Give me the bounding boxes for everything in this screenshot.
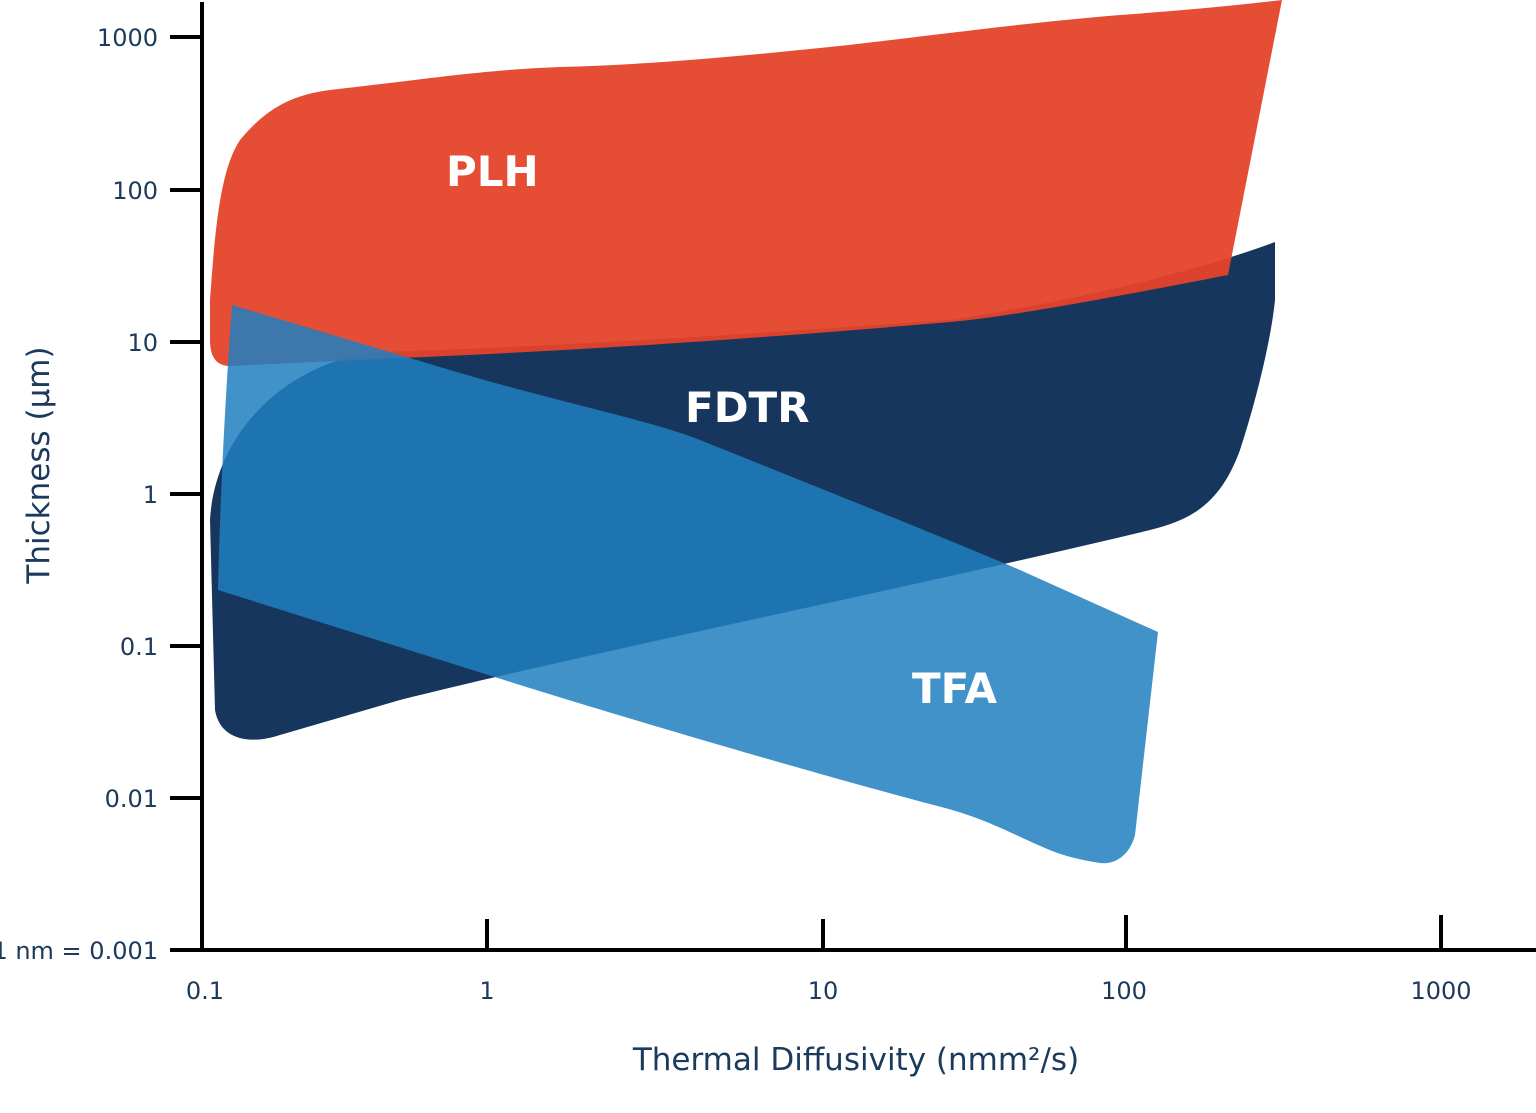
y-tick-1: 1 (143, 481, 158, 509)
y-tick-0-01: 0.01 (105, 785, 158, 813)
y-tick-1000: 1000 (97, 24, 158, 52)
x-tick-1: 1 (479, 977, 494, 1005)
x-axis-title: Thermal Diffusivity (nmm²/s) (632, 1042, 1079, 1078)
y-tick-100: 100 (112, 177, 158, 205)
y-ticks (170, 35, 202, 800)
x-tick-1000: 1000 (1410, 977, 1471, 1005)
x-tick-100: 100 (1101, 977, 1147, 1005)
x-tick-labels: 0.1 1 10 100 1000 (186, 977, 1472, 1005)
y-tick-labels: 1000 100 10 1 0.1 0.01 1 nm = 0.001 (0, 24, 158, 965)
y-tick-10: 10 (127, 329, 158, 357)
plh-region (210, 0, 1282, 366)
x-tick-10: 10 (808, 977, 839, 1005)
tfa-label: TFA (912, 664, 998, 713)
fdtr-label: FDTR (685, 383, 810, 432)
y-tick-0-001: 1 nm = 0.001 (0, 937, 158, 965)
x-ticks (485, 915, 1443, 950)
tfa-region (218, 305, 1158, 864)
y-axis-title: Thickness (µm) (21, 346, 57, 584)
y-tick-0-1: 0.1 (120, 633, 158, 661)
plh-label: PLH (446, 147, 539, 196)
x-tick-0-1: 0.1 (186, 977, 224, 1005)
